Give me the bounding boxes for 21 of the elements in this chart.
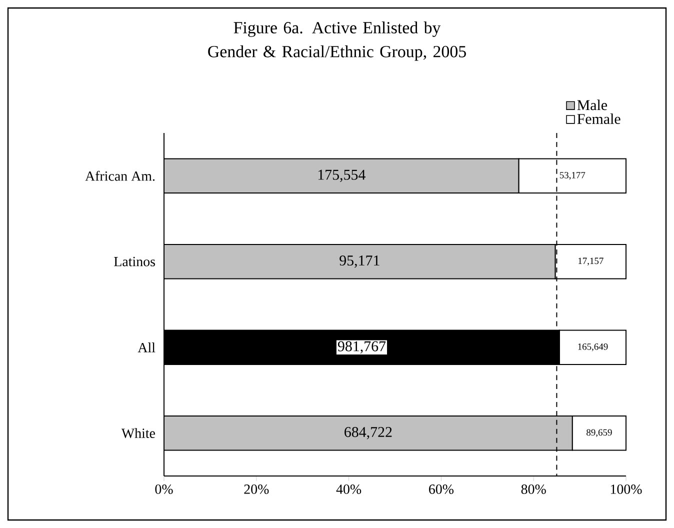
y-tick-label: White	[121, 428, 156, 438]
annotation: 89,659	[586, 429, 612, 437]
x-tick-label: 40%	[336, 484, 362, 494]
x-tick-label: 100%	[610, 484, 642, 494]
y-tick-label: African Am.	[85, 170, 155, 181]
y-tick-label: Latinos	[114, 256, 155, 266]
chart-title: Figure 6a. Active Enlisted by Gender & Racial/Ethnic Group, 2005	[208, 22, 466, 61]
x-tick-label: 0%	[155, 484, 173, 494]
annotation: 165,649	[578, 344, 608, 352]
annotation: 95,171	[340, 256, 380, 268]
x-tick-label: 80%	[521, 484, 546, 494]
annotation: 981,767	[338, 341, 386, 354]
legend-label: Male	[577, 100, 608, 110]
annotation: 53,177	[560, 172, 586, 180]
x-tick-label: 60%	[429, 484, 454, 494]
x-tick-label: 20%	[244, 484, 269, 494]
y-tick-label: All	[138, 342, 156, 352]
annotation: 684,722	[344, 426, 392, 440]
annotation: 17,157	[578, 258, 604, 266]
legend-label: Female	[577, 114, 620, 124]
annotation: 175,554	[318, 170, 366, 182]
